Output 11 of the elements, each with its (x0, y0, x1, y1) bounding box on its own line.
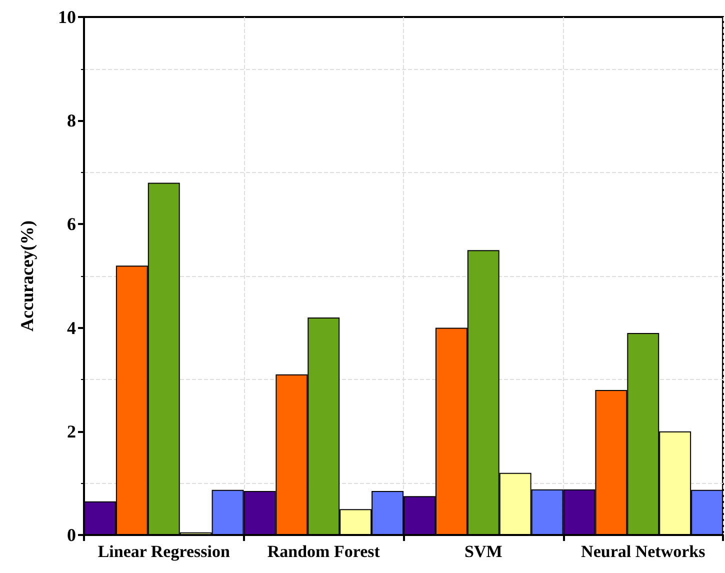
y-tick-label: 4 (67, 318, 76, 338)
x-tick-label: Neural Networks (581, 542, 706, 561)
y-tick-label: 8 (67, 110, 76, 131)
y-axis-title: Accuracey(%) (17, 220, 37, 332)
x-tick-label: SVM (464, 542, 502, 561)
y-tick-label: 6 (67, 214, 76, 234)
y-tick-label: 0 (67, 525, 76, 545)
y-tick-label: 10 (58, 7, 76, 27)
y-tick-label: 2 (67, 421, 76, 442)
x-tick-label: Linear Regression (98, 542, 230, 561)
x-tick-label: Random Forest (267, 542, 380, 561)
